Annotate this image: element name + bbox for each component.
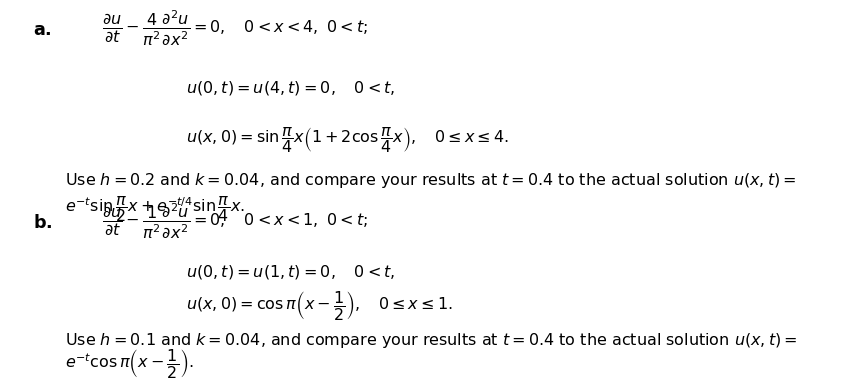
Text: Use $h = 0.1$ and $k = 0.04$, and compare your results at $t = 0.4$ to the actua: Use $h = 0.1$ and $k = 0.04$, and compar… [65, 330, 797, 349]
Text: $\dfrac{\partial u}{\partial t} - \dfrac{1}{\pi^2}\dfrac{\partial^2 u}{\partial : $\dfrac{\partial u}{\partial t} - \dfrac… [102, 202, 368, 240]
Text: $u(0,t) = u(4,t) = 0, \quad 0 < t,$: $u(0,t) = u(4,t) = 0, \quad 0 < t,$ [186, 79, 395, 97]
Text: Use $h = 0.2$ and $k = 0.04$, and compare your results at $t = 0.4$ to the actua: Use $h = 0.2$ and $k = 0.04$, and compar… [65, 172, 797, 191]
Text: $\mathbf{b.}$: $\mathbf{b.}$ [33, 214, 52, 232]
Text: $u(x,0) = \sin\dfrac{\pi}{4}x\left(1 + 2\cos\dfrac{\pi}{4}x\right), \quad 0 \leq: $u(x,0) = \sin\dfrac{\pi}{4}x\left(1 + 2… [186, 125, 509, 155]
Text: $\dfrac{\partial u}{\partial t} - \dfrac{4}{\pi^2}\dfrac{\partial^2 u}{\partial : $\dfrac{\partial u}{\partial t} - \dfrac… [102, 9, 368, 47]
Text: $u(0,t) = u(1,t) = 0, \quad 0 < t,$: $u(0,t) = u(1,t) = 0, \quad 0 < t,$ [186, 263, 395, 281]
Text: $e^{-t}\sin\dfrac{\pi}{2}x + e^{-t/4}\sin\dfrac{\pi}{4}x.$: $e^{-t}\sin\dfrac{\pi}{2}x + e^{-t/4}\si… [65, 194, 245, 224]
Text: $\mathbf{a.}$: $\mathbf{a.}$ [33, 21, 52, 39]
Text: $u(x,0) = \cos\pi\left(x - \dfrac{1}{2}\right), \quad 0 \leq x \leq 1.$: $u(x,0) = \cos\pi\left(x - \dfrac{1}{2}\… [186, 290, 453, 323]
Text: $e^{-t}\cos\pi\left(x - \dfrac{1}{2}\right).$: $e^{-t}\cos\pi\left(x - \dfrac{1}{2}\rig… [65, 348, 194, 379]
